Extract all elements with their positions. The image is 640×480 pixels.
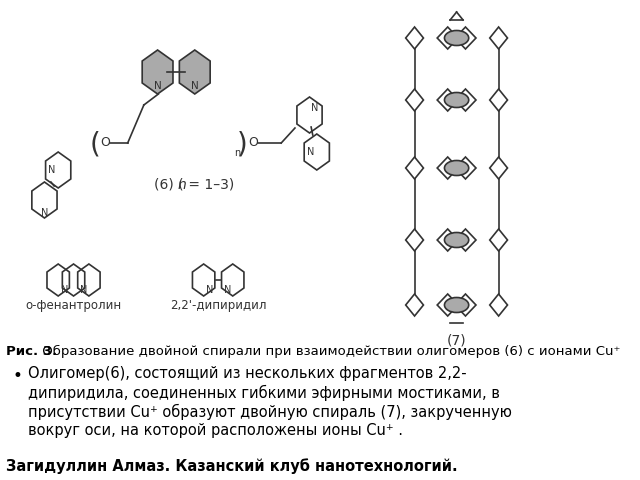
Polygon shape (179, 50, 210, 94)
Text: N: N (191, 81, 198, 91)
Ellipse shape (444, 31, 468, 46)
Ellipse shape (444, 232, 468, 248)
Text: 2,2'-дипиридил: 2,2'-дипиридил (170, 300, 266, 312)
Text: n: n (234, 148, 240, 158)
Text: N: N (154, 81, 161, 91)
Text: N: N (41, 208, 48, 218)
Text: Олигомер(6), состоящий из нескольких фрагментов 2,2-: Олигомер(6), состоящий из нескольких фра… (28, 366, 467, 381)
Text: N: N (207, 285, 214, 295)
Ellipse shape (444, 93, 468, 108)
Ellipse shape (444, 298, 468, 312)
Text: (7): (7) (447, 333, 467, 347)
Text: N: N (48, 165, 56, 175)
Text: •: • (12, 367, 22, 385)
Text: n: n (178, 178, 186, 192)
Text: = 1–3): = 1–3) (184, 178, 234, 192)
Text: дипиридила, соединенных гибкими эфирными мостиками, в: дипиридила, соединенных гибкими эфирными… (28, 385, 500, 401)
Text: O: O (248, 136, 258, 149)
Text: (: ( (90, 131, 100, 159)
Text: ): ) (237, 131, 248, 159)
Text: (6) (: (6) ( (154, 178, 183, 192)
Polygon shape (142, 50, 173, 94)
Text: N: N (224, 285, 232, 295)
Text: N: N (307, 147, 315, 157)
Text: Образование двойной спирали при взаимодействии олигомеров (6) с ионами Cu⁺: Образование двойной спирали при взаимоде… (38, 345, 620, 358)
Text: N: N (81, 285, 88, 295)
Text: присутствии Cu⁺ образуют двойную спираль (7), закрученную: присутствии Cu⁺ образуют двойную спираль… (28, 404, 512, 420)
Text: Рис. 3.: Рис. 3. (6, 345, 58, 358)
Text: вокруг оси, на которой расположены ионы Cu⁺ .: вокруг оси, на которой расположены ионы … (28, 423, 403, 438)
Text: Загидуллин Алмаз. Казанский клуб нанотехнологий.: Загидуллин Алмаз. Казанский клуб нанотех… (6, 458, 458, 474)
Text: N: N (61, 285, 68, 295)
Text: N: N (312, 103, 319, 113)
Ellipse shape (444, 160, 468, 176)
Text: о-фенантролин: о-фенантролин (26, 300, 122, 312)
Text: O: O (100, 136, 110, 149)
